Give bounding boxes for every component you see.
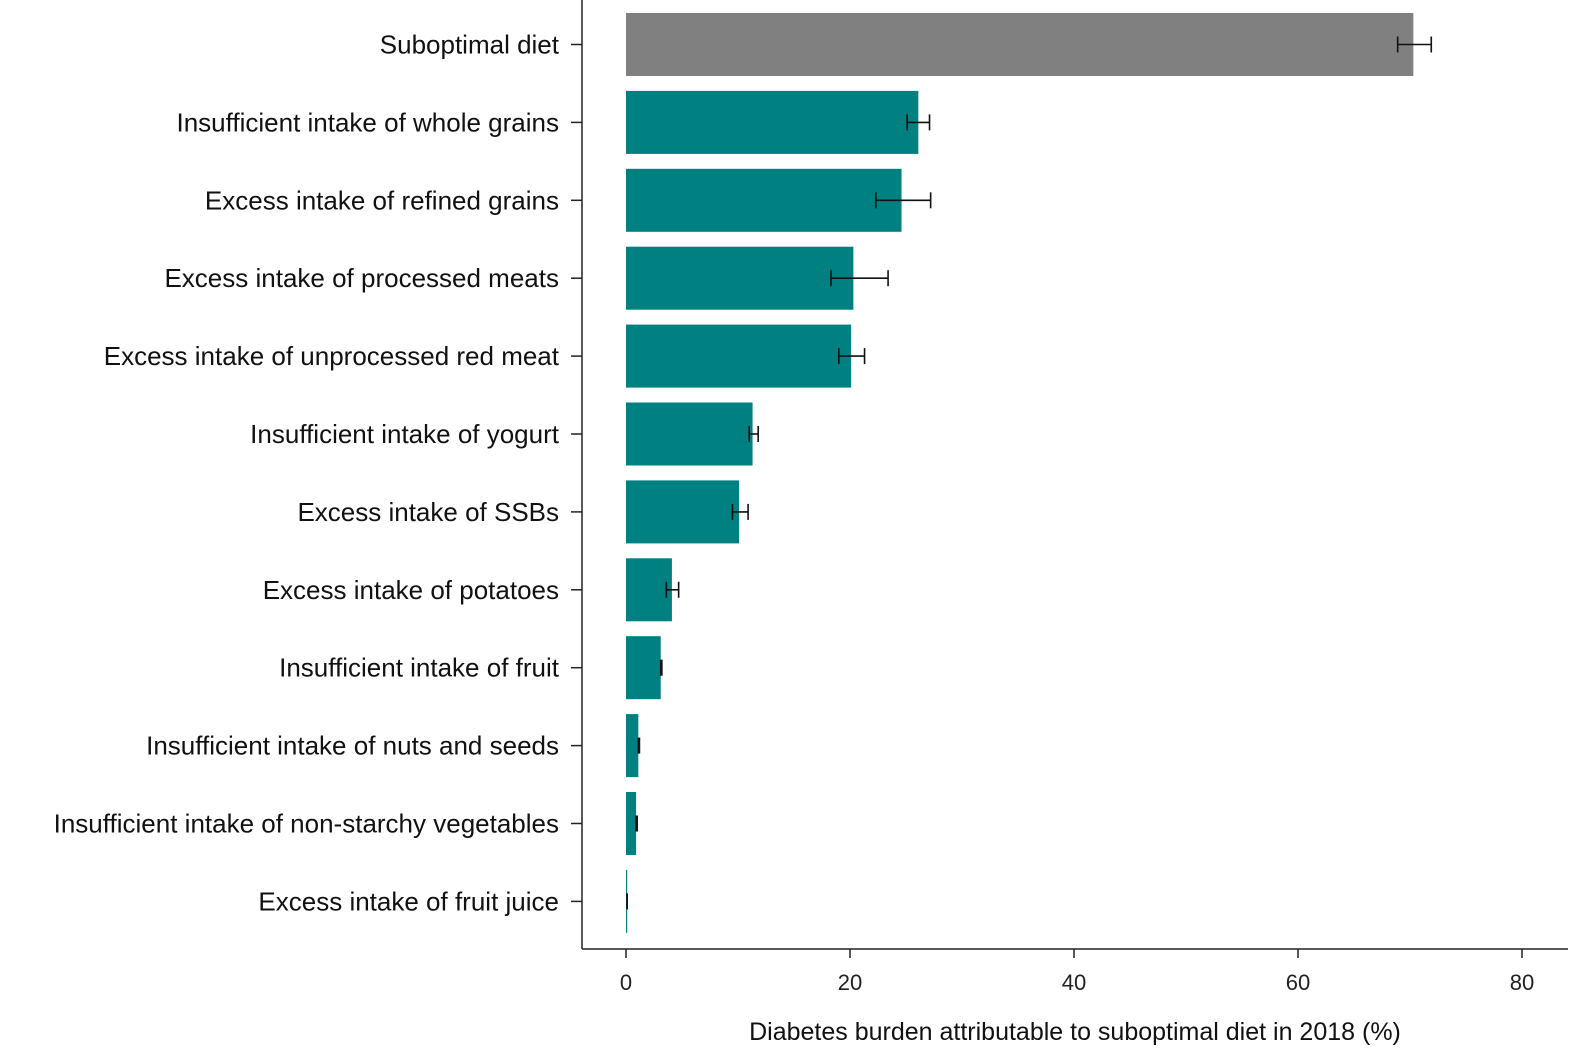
bar bbox=[626, 90, 919, 154]
bar bbox=[626, 480, 740, 544]
x-tick-label: 40 bbox=[1062, 970, 1086, 995]
bar bbox=[626, 558, 672, 622]
bar bbox=[626, 636, 661, 700]
x-axis-title: Diabetes burden attributable to suboptim… bbox=[749, 1018, 1401, 1046]
category-label: Suboptimal diet bbox=[380, 30, 560, 60]
bar bbox=[626, 246, 854, 310]
category-label: Insufficient intake of whole grains bbox=[176, 107, 559, 137]
x-tick-label: 20 bbox=[838, 970, 862, 995]
bars-layer bbox=[626, 13, 1414, 933]
category-label: Excess intake of fruit juice bbox=[258, 886, 559, 916]
x-tick-label: 80 bbox=[1510, 970, 1534, 995]
bar bbox=[626, 13, 1414, 76]
x-tick-label: 60 bbox=[1286, 970, 1310, 995]
category-label: Insufficient intake of non-starchy veget… bbox=[54, 809, 559, 839]
bar bbox=[626, 324, 852, 388]
category-label: Excess intake of refined grains bbox=[205, 185, 559, 215]
bar bbox=[626, 402, 753, 466]
bar bbox=[626, 168, 902, 232]
bar bbox=[626, 792, 637, 855]
category-label: Excess intake of potatoes bbox=[263, 575, 559, 605]
category-label: Insufficient intake of yogurt bbox=[250, 419, 560, 449]
category-labels-layer: Suboptimal diet Insufficient intake of wh… bbox=[54, 30, 560, 917]
category-label: Insufficient intake of nuts and seeds bbox=[146, 731, 559, 761]
category-label: Excess intake of processed meats bbox=[164, 263, 559, 293]
axes-layer: 0 20 40 60 80 bbox=[571, 0, 1568, 995]
category-label: Insufficient intake of fruit bbox=[279, 653, 560, 683]
category-label: Excess intake of unprocessed red meat bbox=[104, 341, 560, 371]
x-tick-label: 0 bbox=[620, 970, 632, 995]
bar bbox=[626, 714, 639, 778]
category-label: Excess intake of SSBs bbox=[297, 497, 559, 527]
error-bars-layer bbox=[626, 36, 1433, 910]
